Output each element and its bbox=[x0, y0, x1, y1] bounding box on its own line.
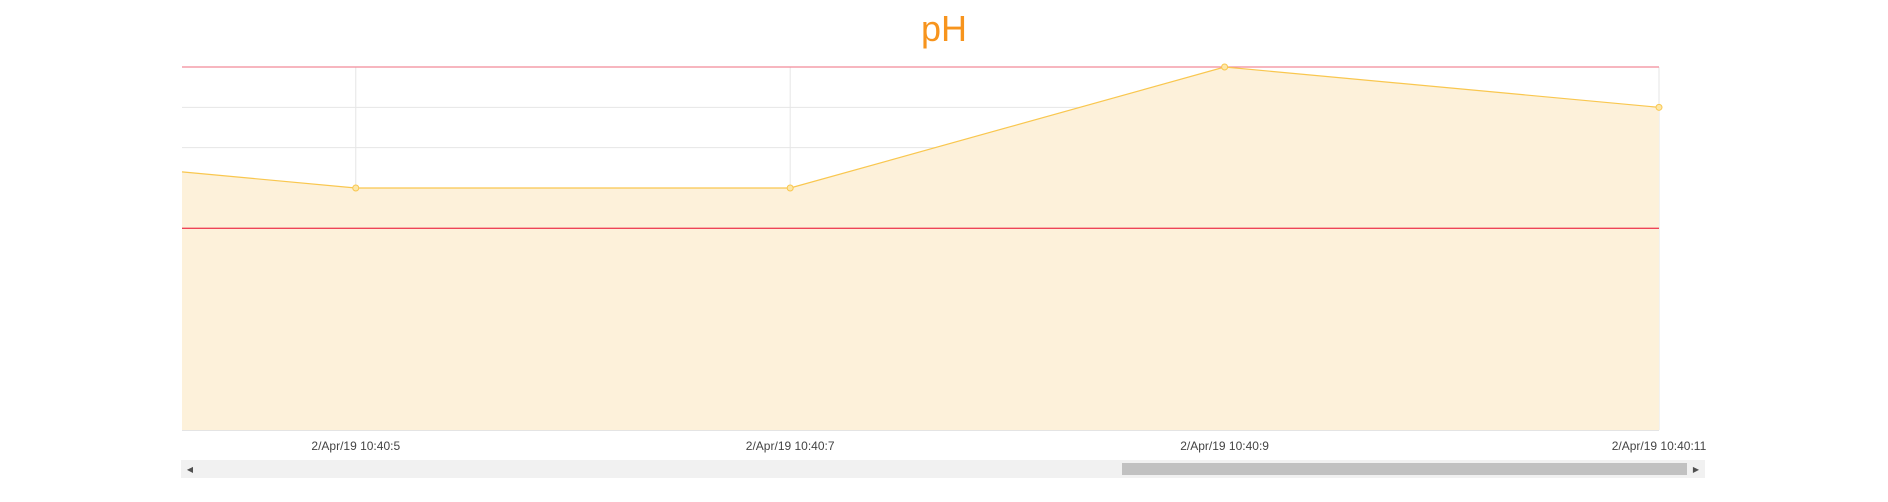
scroll-right-arrow-icon[interactable]: ▶ bbox=[1692, 464, 1700, 474]
data-point bbox=[352, 184, 360, 192]
ph-area-chart: 2/Apr/19 10:40:5 2/Apr/19 10:40:7 2/Apr/19… bbox=[181, 63, 1707, 453]
x-axis-ticks: 2/Apr/19 10:40:5 2/Apr/19 10:40:7 2/Apr/19… bbox=[311, 439, 1706, 453]
data-point bbox=[1655, 103, 1663, 111]
x-tick-label: 2/Apr/19 10:40:5 bbox=[311, 439, 400, 453]
scroll-left-arrow-icon[interactable]: ◀ bbox=[186, 464, 194, 474]
data-points bbox=[352, 63, 1663, 192]
scrollbar-thumb[interactable] bbox=[1121, 463, 1687, 475]
ph-area-fill bbox=[182, 67, 1659, 430]
threshold-lines bbox=[182, 66, 1659, 229]
chart-title: pH bbox=[920, 8, 968, 49]
data-point bbox=[786, 184, 794, 192]
x-tick-label: 2/Apr/19 10:40:9 bbox=[1180, 439, 1269, 453]
x-tick-label: 2/Apr/19 10:40:7 bbox=[746, 439, 835, 453]
horizontal-scrollbar[interactable]: ◀ ▶ bbox=[181, 460, 1705, 478]
data-point bbox=[1221, 63, 1229, 71]
x-tick-label: 2/Apr/19 10:40:11 bbox=[1612, 439, 1707, 453]
